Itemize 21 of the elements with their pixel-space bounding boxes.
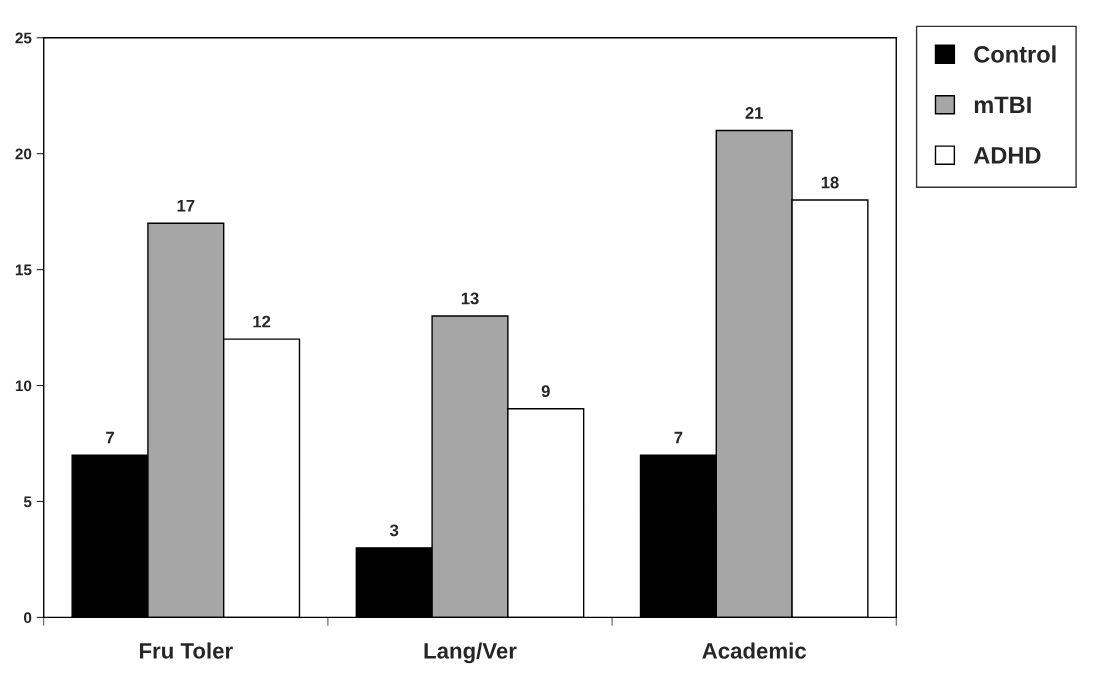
legend-label: Control — [974, 45, 1056, 63]
data-label: 3 — [389, 524, 399, 537]
data-label: 18 — [821, 176, 839, 189]
y-tick-label: 0 — [24, 612, 32, 624]
x-tick-label: Academic — [702, 642, 807, 659]
y-tick-label: 10 — [15, 380, 32, 392]
y-tick-label: 5 — [23, 496, 32, 508]
legend-label: ADHD — [973, 147, 1041, 164]
y-tick-label: 15 — [15, 264, 32, 276]
x-tick-label: Lang/Ver — [424, 642, 517, 664]
data-label: 9 — [541, 385, 550, 398]
data-label: 13 — [461, 292, 479, 305]
data-label: 21 — [745, 107, 763, 119]
data-label: 12 — [253, 315, 271, 328]
legend-label: mTBI — [974, 96, 1031, 113]
y-tick-label: 25 — [15, 32, 32, 44]
data-label: 7 — [106, 431, 114, 444]
data-label: 7 — [674, 431, 683, 444]
data-label: 17 — [177, 199, 195, 212]
x-tick-label: Fru Toler — [139, 642, 233, 659]
y-tick-label: 20 — [15, 148, 32, 160]
